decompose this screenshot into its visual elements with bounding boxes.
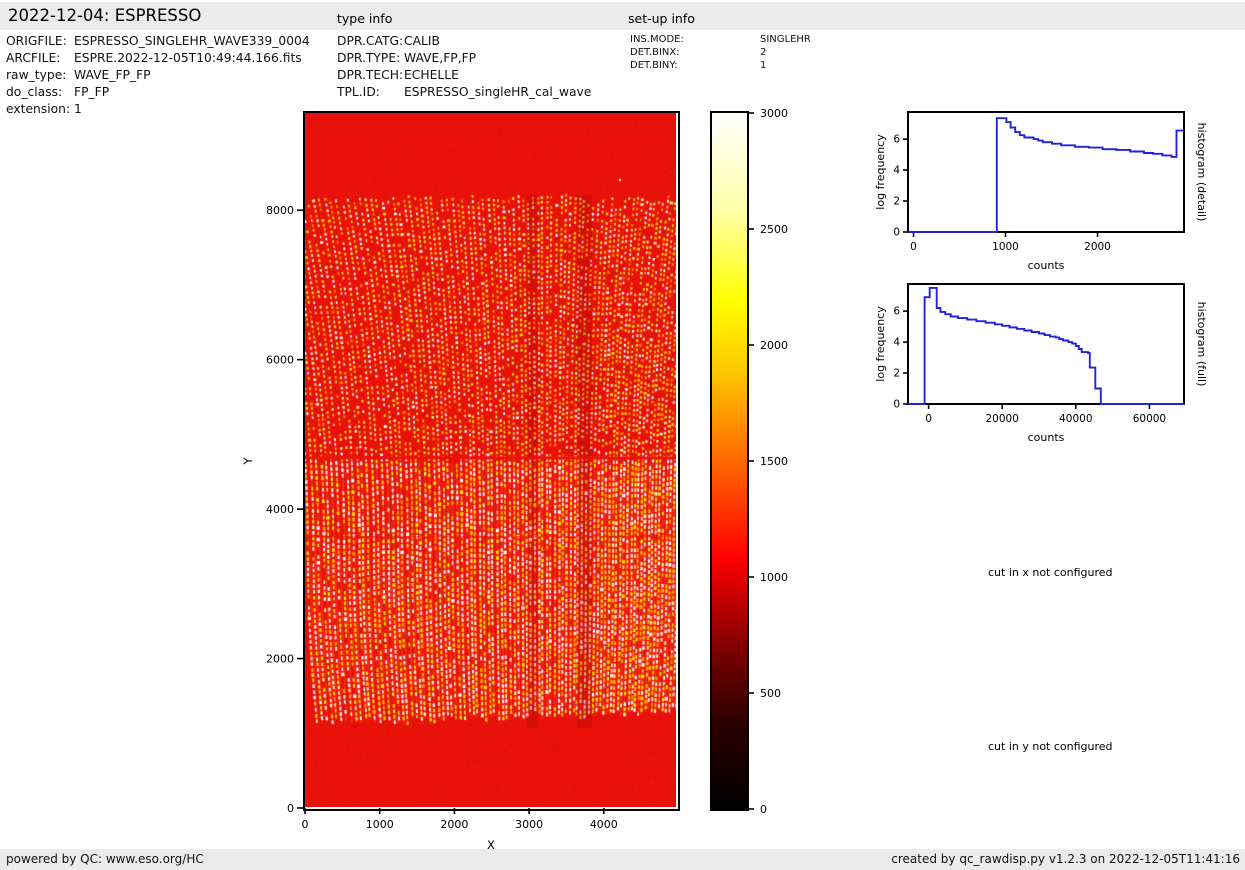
setup-info-title: set-up info [628,11,695,26]
svg-text:1500: 1500 [760,455,788,468]
svg-text:0: 0 [910,241,917,253]
svg-text:6: 6 [893,134,900,146]
setup-info-value: 1 [760,60,766,71]
setup-info-row: INS.MODE:SINGLEHR [630,33,811,46]
setup-info-label: INS.MODE: [630,33,760,46]
svg-text:40000: 40000 [1059,413,1092,425]
setup-info-label: DET.BINY: [630,59,760,72]
setup-info-row: DET.BINY:1 [630,59,811,72]
svg-text:4: 4 [893,337,900,349]
svg-text:2: 2 [893,196,900,208]
file-info-value: 1 [74,102,82,116]
file-info-value: WAVE_FP_FP [74,68,151,82]
svg-text:4: 4 [893,165,900,177]
cut-y-message: cut in y not configured [988,740,1113,753]
svg-text:log frequency: log frequency [874,134,887,210]
file-info-row: ARCFILE:ESPRE.2022-12-05T10:49:44.166.fi… [6,50,310,67]
svg-text:0: 0 [893,399,900,411]
file-info-table: ORIGFILE:ESPRESSO_SINGLEHR_WAVE339_0004 … [6,33,310,118]
file-info-label: raw_type: [6,67,74,84]
file-info-row: raw_type:WAVE_FP_FP [6,67,310,84]
type-info-row: DPR.CATG:CALIB [337,33,591,50]
svg-text:6: 6 [893,306,900,318]
type-info-label: DPR.CATG: [337,33,404,50]
type-info-label: DPR.TECH: [337,67,404,84]
setup-info-value: SINGLEHR [760,34,811,45]
svg-text:0: 0 [287,802,294,815]
svg-text:1000: 1000 [992,241,1019,253]
svg-text:2000: 2000 [1084,241,1111,253]
file-info-label: extension: [6,101,74,118]
svg-text:0: 0 [302,818,309,831]
svg-text:2000: 2000 [760,339,788,352]
file-info-label: do_class: [6,84,74,101]
svg-text:2000: 2000 [266,653,294,666]
svg-text:60000: 60000 [1133,413,1166,425]
svg-text:2: 2 [893,368,900,380]
svg-text:log frequency: log frequency [874,306,887,382]
type-info-row: DPR.TECH:ECHELLE [337,67,591,84]
cut-x-message: cut in x not configured [988,566,1113,579]
svg-text:0: 0 [893,227,900,239]
svg-text:20000: 20000 [986,413,1019,425]
svg-text:6000: 6000 [266,354,294,367]
svg-text:0: 0 [760,803,767,816]
svg-text:counts: counts [1028,431,1065,444]
footer-credit-right: created by qc_rawdisp.py v1.2.3 on 2022-… [891,849,1240,870]
svg-text:histogram (detail): histogram (detail) [1195,123,1208,222]
svg-text:3000: 3000 [760,107,788,120]
type-info-label: DPR.TYPE: [337,50,404,67]
setup-info-row: DET.BINX:2 [630,46,811,59]
file-info-label: ORIGFILE: [6,33,74,50]
file-info-value: ESPRE.2022-12-05T10:49:44.166.fits [74,51,302,65]
type-info-value: ECHELLE [404,68,459,82]
svg-text:0: 0 [925,413,932,425]
type-info-label: TPL.ID: [337,84,404,101]
svg-text:500: 500 [760,687,781,700]
svg-text:histogram (full): histogram (full) [1195,302,1208,387]
type-info-value: CALIB [404,34,440,48]
colorbar-gradient [710,111,749,811]
file-info-label: ARCFILE: [6,50,74,67]
setup-info-table: INS.MODE:SINGLEHR DET.BINX:2 DET.BINY:1 [630,33,811,72]
type-info-value: WAVE,FP,FP [404,51,476,65]
svg-text:3000: 3000 [515,818,543,831]
svg-text:4000: 4000 [266,503,294,516]
type-info-value: ESPRESSO_singleHR_cal_wave [404,85,591,99]
qc-report-page: 2022-12-04: ESPRESSO type info set-up in… [0,0,1245,870]
raw-image-canvas [305,113,676,807]
svg-text:2500: 2500 [760,223,788,236]
svg-text:1000: 1000 [760,571,788,584]
file-info-row: ORIGFILE:ESPRESSO_SINGLEHR_WAVE339_0004 [6,33,310,50]
file-info-value: FP_FP [74,85,109,99]
file-info-value: ESPRESSO_SINGLEHR_WAVE339_0004 [74,34,310,48]
type-info-row: TPL.ID:ESPRESSO_singleHR_cal_wave [337,84,591,101]
svg-text:8000: 8000 [266,204,294,217]
page-title: 2022-12-04: ESPRESSO [8,6,201,25]
svg-text:1000: 1000 [366,818,394,831]
svg-text:4000: 4000 [590,818,618,831]
footer-bar: powered by QC: www.eso.org/HC created by… [0,849,1245,870]
file-info-row: do_class:FP_FP [6,84,310,101]
type-info-table: DPR.CATG:CALIB DPR.TYPE:WAVE,FP,FP DPR.T… [337,33,591,101]
footer-credit-left: powered by QC: www.eso.org/HC [6,849,204,870]
svg-text:2000: 2000 [440,818,468,831]
type-info-row: DPR.TYPE:WAVE,FP,FP [337,50,591,67]
setup-info-label: DET.BINX: [630,46,760,59]
svg-text:counts: counts [1028,259,1065,272]
svg-text:Y: Y [241,457,255,466]
type-info-title: type info [337,11,392,26]
file-info-row: extension:1 [6,101,310,118]
setup-info-value: 2 [760,47,766,58]
